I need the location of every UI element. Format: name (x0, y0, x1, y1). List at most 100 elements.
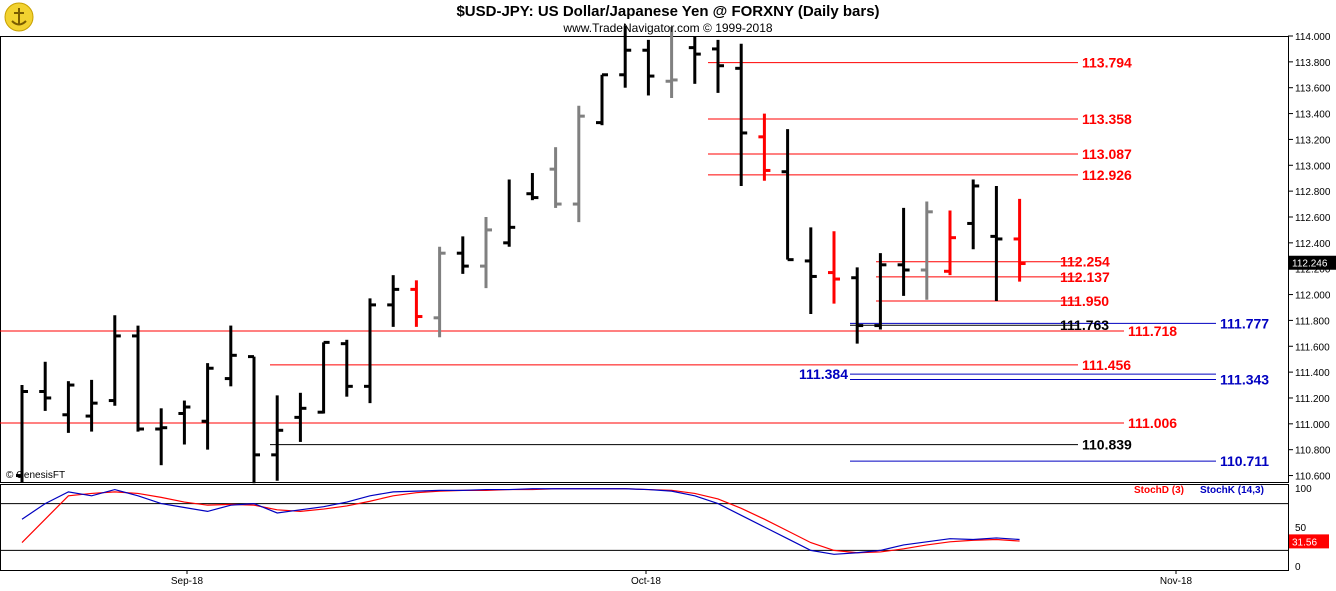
ohlc-bar (294, 392, 307, 442)
y-tick-label: 111.800 (1295, 316, 1330, 327)
ohlc-bar (201, 363, 214, 450)
stoch-tick-label: 50 (1295, 523, 1307, 534)
ohlc-bar (132, 325, 144, 432)
ohlc-bar (712, 39, 724, 93)
level-label: 112.137 (1060, 269, 1110, 285)
ohlc-bar (572, 105, 585, 223)
ohlc-bar (271, 395, 284, 481)
stoch-tick-label: 0 (1295, 562, 1301, 573)
price-axis: 114.000 113.800 113.600 113.400 113.200 113.0… (1288, 32, 1336, 483)
ohlc-bar (178, 400, 191, 445)
stoch-d-line (21, 488, 1020, 554)
level-label: 111.718 (1128, 323, 1177, 339)
ohlc-bar (526, 173, 539, 201)
level-label: 111.384 (799, 366, 848, 382)
ohlc-bar (410, 280, 423, 327)
x-tick-label: Sep-18 (171, 576, 204, 587)
last-price-box (1289, 255, 1336, 270)
ohlc-bar (39, 361, 52, 411)
level-label: 113.794 (1082, 55, 1132, 71)
y-tick-label: 111.000 (1295, 420, 1330, 431)
y-tick-label: 113.800 (1295, 58, 1331, 69)
ohlc-bar (16, 385, 28, 482)
anchor-logo-icon (4, 2, 34, 32)
level-label: 110.711 (1220, 453, 1269, 469)
level-label: 113.358 (1082, 111, 1132, 127)
ohlc-bar (456, 236, 469, 274)
ohlc-bar (944, 210, 956, 276)
level-label: 112.926 (1082, 167, 1132, 183)
ohlc-bar (967, 179, 980, 250)
y-tick-label: 114.000 (1295, 32, 1331, 43)
stoch-last-box (1289, 534, 1329, 549)
x-tick-label: Nov-18 (1160, 576, 1193, 587)
stochastic-panel-border (0, 484, 1289, 571)
support-resistance-levels: 113.794 113.358 113.087 112.926 112.254112.1… (0, 55, 1269, 469)
ohlc-bar (874, 253, 887, 330)
stoch-tick-label: 100 (1295, 484, 1312, 495)
stoch-k-legend: StochK (14,3) (1200, 485, 1264, 496)
price-panel-border (0, 36, 1289, 483)
ohlc-bar (758, 113, 771, 181)
ohlc-bar (224, 325, 237, 387)
y-tick-label: 113.600 (1295, 84, 1331, 95)
y-tick-label: 112.200 (1295, 265, 1331, 276)
y-tick-label: 112.400 (1295, 239, 1331, 250)
y-tick-label: 113.000 (1295, 161, 1331, 172)
ohlc-bar (596, 73, 608, 126)
watermark-text: © GenesisFT (6, 470, 65, 481)
y-tick-label: 112.000 (1295, 291, 1331, 302)
ohlc-bar (619, 25, 632, 88)
y-tick-label: 113.200 (1295, 135, 1331, 146)
ohlc-bar (317, 340, 330, 414)
ohlc-bar (920, 201, 933, 300)
ohlc-bar (248, 355, 260, 484)
ohlc-bar (828, 231, 840, 304)
y-tick-label: 110.600 (1295, 472, 1331, 483)
level-label: 111.763 (1060, 317, 1109, 333)
y-tick-label: 110.800 (1295, 446, 1331, 457)
ohlc-bar (364, 298, 376, 404)
x-tick-label: Oct-18 (631, 576, 661, 587)
ohlc-bar (804, 227, 817, 314)
y-tick-label: 113.400 (1295, 110, 1331, 121)
ohlc-bars (16, 25, 1026, 484)
level-label: 110.839 (1082, 437, 1132, 453)
ohlc-bar (851, 267, 864, 344)
ohlc-bar (781, 129, 794, 262)
stoch-k-line (21, 488, 1020, 555)
level-label: 113.087 (1082, 146, 1132, 162)
ohlc-bar (62, 381, 75, 433)
ohlc-bar (85, 379, 98, 432)
ohlc-bar (549, 147, 562, 208)
y-tick-label: 112.600 (1295, 213, 1331, 224)
y-tick-label: 112.800 (1295, 187, 1331, 198)
ohlc-bar (433, 246, 446, 338)
chart-title: $USD-JPY: US Dollar/Japanese Yen @ FORXN… (456, 3, 880, 20)
stoch-last-label: 31.56 (1292, 537, 1317, 548)
ohlc-bar (108, 315, 121, 406)
ohlc-bar (340, 339, 353, 397)
chart-frame: © GenesisFT (0, 36, 1289, 571)
y-tick-label: 111.600 (1295, 342, 1330, 353)
ohlc-bar (155, 408, 168, 466)
ohlc-bar (688, 36, 701, 84)
ohlc-bar (735, 43, 748, 186)
ohlc-bar (990, 185, 1003, 302)
level-label: 112.254 (1060, 254, 1110, 270)
stochastic-panel: 100 50 0 StochD (3) StochK (14,3) 31.56 (0, 484, 1329, 573)
level-label: 111.950 (1060, 293, 1109, 309)
chart-subtitle: www.TradeNavigator.com © 1999-2018 (563, 21, 773, 35)
ohlc-bar (897, 207, 910, 296)
level-label: 111.456 (1082, 357, 1131, 373)
y-tick-label: 111.400 (1295, 368, 1330, 379)
ohlc-bar (480, 216, 492, 289)
y-tick-label: 111.200 (1295, 394, 1330, 405)
ohlc-bar (642, 39, 655, 96)
ohlc-bar (665, 26, 678, 99)
last-price-label: 112.246 (1292, 259, 1328, 270)
ohlc-bar (503, 179, 516, 247)
stoch-d-legend: StochD (3) (1134, 485, 1184, 496)
level-label: 111.777 (1220, 315, 1269, 331)
